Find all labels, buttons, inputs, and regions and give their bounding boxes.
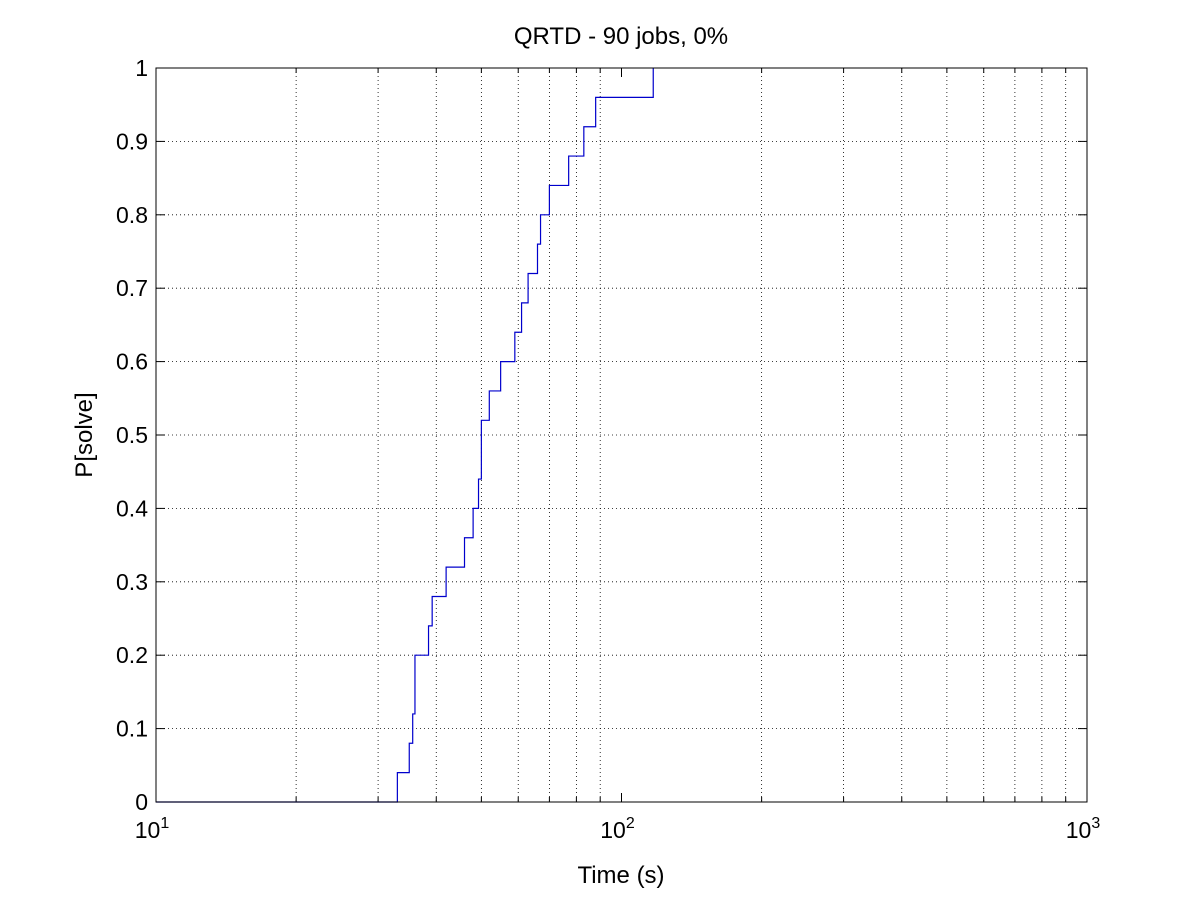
x-tick-label: 101 — [135, 815, 170, 843]
y-tick-label: 1 — [135, 55, 148, 81]
y-tick-label: 0.8 — [116, 202, 148, 228]
y-tick-label: 0.2 — [116, 642, 148, 668]
y-tick-label: 0.3 — [116, 569, 148, 595]
y-tick-label: 0.1 — [116, 716, 148, 742]
y-tick-label: 0.5 — [116, 422, 148, 448]
y-tick-label: 0 — [135, 789, 148, 815]
y-tick-label: 0.7 — [116, 275, 148, 301]
plot-frame — [155, 67, 1088, 803]
y-axis-label: P[solve] — [71, 392, 98, 477]
chart-title: QRTD - 90 jobs, 0% — [514, 23, 728, 50]
x-tick-label: 103 — [1066, 815, 1101, 843]
series-layer — [156, 68, 654, 803]
series-line — [156, 68, 654, 803]
y-tick-label: 0.9 — [116, 128, 148, 154]
axis-ticks: 0 0.1 0.2 0.3 0.4 0.5 0.6 0.7 0.8 0.9 1 101 102 103 — [116, 55, 1100, 843]
y-tick-label: 0.6 — [116, 349, 148, 375]
x-tick-label: 102 — [600, 815, 635, 843]
y-tick-label: 0.4 — [116, 495, 148, 521]
x-axis-label: Time (s) — [577, 862, 664, 889]
